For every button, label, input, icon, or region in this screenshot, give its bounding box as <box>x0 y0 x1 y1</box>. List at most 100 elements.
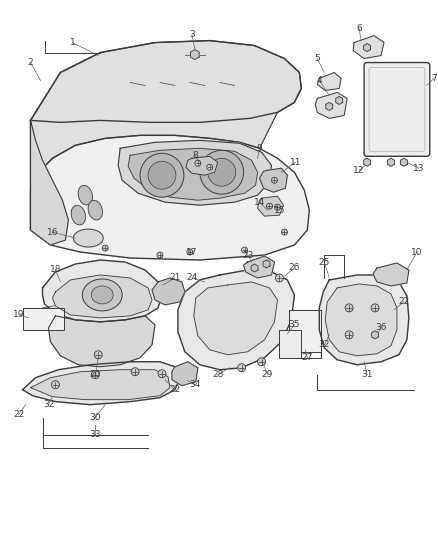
Polygon shape <box>31 370 170 400</box>
Polygon shape <box>260 168 287 192</box>
Circle shape <box>272 177 277 183</box>
Ellipse shape <box>74 229 103 247</box>
Polygon shape <box>178 270 294 370</box>
Polygon shape <box>317 72 341 91</box>
Circle shape <box>258 358 265 366</box>
Circle shape <box>157 252 163 258</box>
Circle shape <box>207 164 213 170</box>
Text: 35: 35 <box>289 320 300 329</box>
Circle shape <box>91 371 99 379</box>
Polygon shape <box>31 41 301 190</box>
Polygon shape <box>128 148 258 200</box>
Polygon shape <box>263 260 270 268</box>
Text: 23: 23 <box>242 251 253 260</box>
Circle shape <box>52 381 60 389</box>
Polygon shape <box>194 282 277 355</box>
Text: 36: 36 <box>375 324 387 333</box>
Ellipse shape <box>91 286 113 304</box>
Polygon shape <box>53 275 152 318</box>
Text: 26: 26 <box>289 263 300 272</box>
Text: 7: 7 <box>431 74 437 83</box>
Polygon shape <box>373 263 409 286</box>
Circle shape <box>102 245 108 251</box>
Polygon shape <box>319 275 409 365</box>
Text: 13: 13 <box>413 164 424 173</box>
Text: 22: 22 <box>170 385 180 394</box>
Ellipse shape <box>82 279 122 311</box>
Circle shape <box>200 150 244 194</box>
Text: 3: 3 <box>189 30 195 39</box>
Polygon shape <box>191 50 199 60</box>
Text: 25: 25 <box>318 257 330 266</box>
Ellipse shape <box>71 205 85 225</box>
Text: 11: 11 <box>290 158 301 167</box>
Text: 12: 12 <box>353 166 365 175</box>
Polygon shape <box>371 331 378 339</box>
Text: 33: 33 <box>89 430 101 439</box>
Text: 8: 8 <box>192 151 198 160</box>
Text: 6: 6 <box>356 24 362 33</box>
Polygon shape <box>172 362 198 386</box>
Circle shape <box>131 368 139 376</box>
Text: 27: 27 <box>302 353 313 362</box>
Text: 10: 10 <box>411 247 423 256</box>
Text: 14: 14 <box>254 198 265 207</box>
Ellipse shape <box>78 185 92 205</box>
Circle shape <box>242 247 247 253</box>
Polygon shape <box>353 36 384 59</box>
Circle shape <box>371 304 379 312</box>
Text: 24: 24 <box>186 273 198 282</box>
Circle shape <box>148 161 176 189</box>
Text: 4: 4 <box>317 76 322 85</box>
Polygon shape <box>326 102 333 110</box>
Text: 18: 18 <box>49 265 61 274</box>
Text: 1: 1 <box>70 38 75 47</box>
Text: 28: 28 <box>212 370 223 379</box>
Circle shape <box>238 364 246 372</box>
Circle shape <box>140 154 184 197</box>
Polygon shape <box>251 264 258 272</box>
Text: 21: 21 <box>169 273 180 282</box>
Polygon shape <box>325 284 397 356</box>
Text: 30: 30 <box>89 413 101 422</box>
Polygon shape <box>49 316 155 367</box>
Polygon shape <box>388 158 394 166</box>
Circle shape <box>158 370 166 378</box>
Polygon shape <box>152 278 185 305</box>
Text: 19: 19 <box>13 310 25 319</box>
Polygon shape <box>31 120 68 245</box>
Circle shape <box>94 351 102 359</box>
Polygon shape <box>364 44 371 52</box>
Polygon shape <box>315 92 347 118</box>
Circle shape <box>208 158 236 186</box>
Polygon shape <box>400 158 407 166</box>
FancyBboxPatch shape <box>23 308 64 330</box>
Polygon shape <box>23 362 180 405</box>
Text: 17: 17 <box>186 247 198 256</box>
Circle shape <box>266 203 272 209</box>
Polygon shape <box>258 196 283 216</box>
Circle shape <box>345 304 353 312</box>
FancyBboxPatch shape <box>364 62 430 156</box>
Circle shape <box>275 204 280 210</box>
Text: 34: 34 <box>189 380 201 389</box>
Circle shape <box>187 249 193 255</box>
Text: 15: 15 <box>274 206 285 215</box>
Text: 32: 32 <box>318 340 330 349</box>
Circle shape <box>282 229 287 235</box>
Polygon shape <box>336 96 343 104</box>
Text: 32: 32 <box>43 400 54 409</box>
Text: 22: 22 <box>398 297 410 306</box>
FancyBboxPatch shape <box>279 330 301 358</box>
Circle shape <box>195 160 201 166</box>
Text: 2: 2 <box>28 58 33 67</box>
FancyBboxPatch shape <box>290 310 321 352</box>
Circle shape <box>345 331 353 339</box>
Polygon shape <box>31 120 309 260</box>
Polygon shape <box>42 260 162 322</box>
Polygon shape <box>244 256 275 278</box>
Text: 16: 16 <box>47 228 58 237</box>
Text: 29: 29 <box>262 370 273 379</box>
Ellipse shape <box>88 200 102 220</box>
Circle shape <box>276 274 283 282</box>
